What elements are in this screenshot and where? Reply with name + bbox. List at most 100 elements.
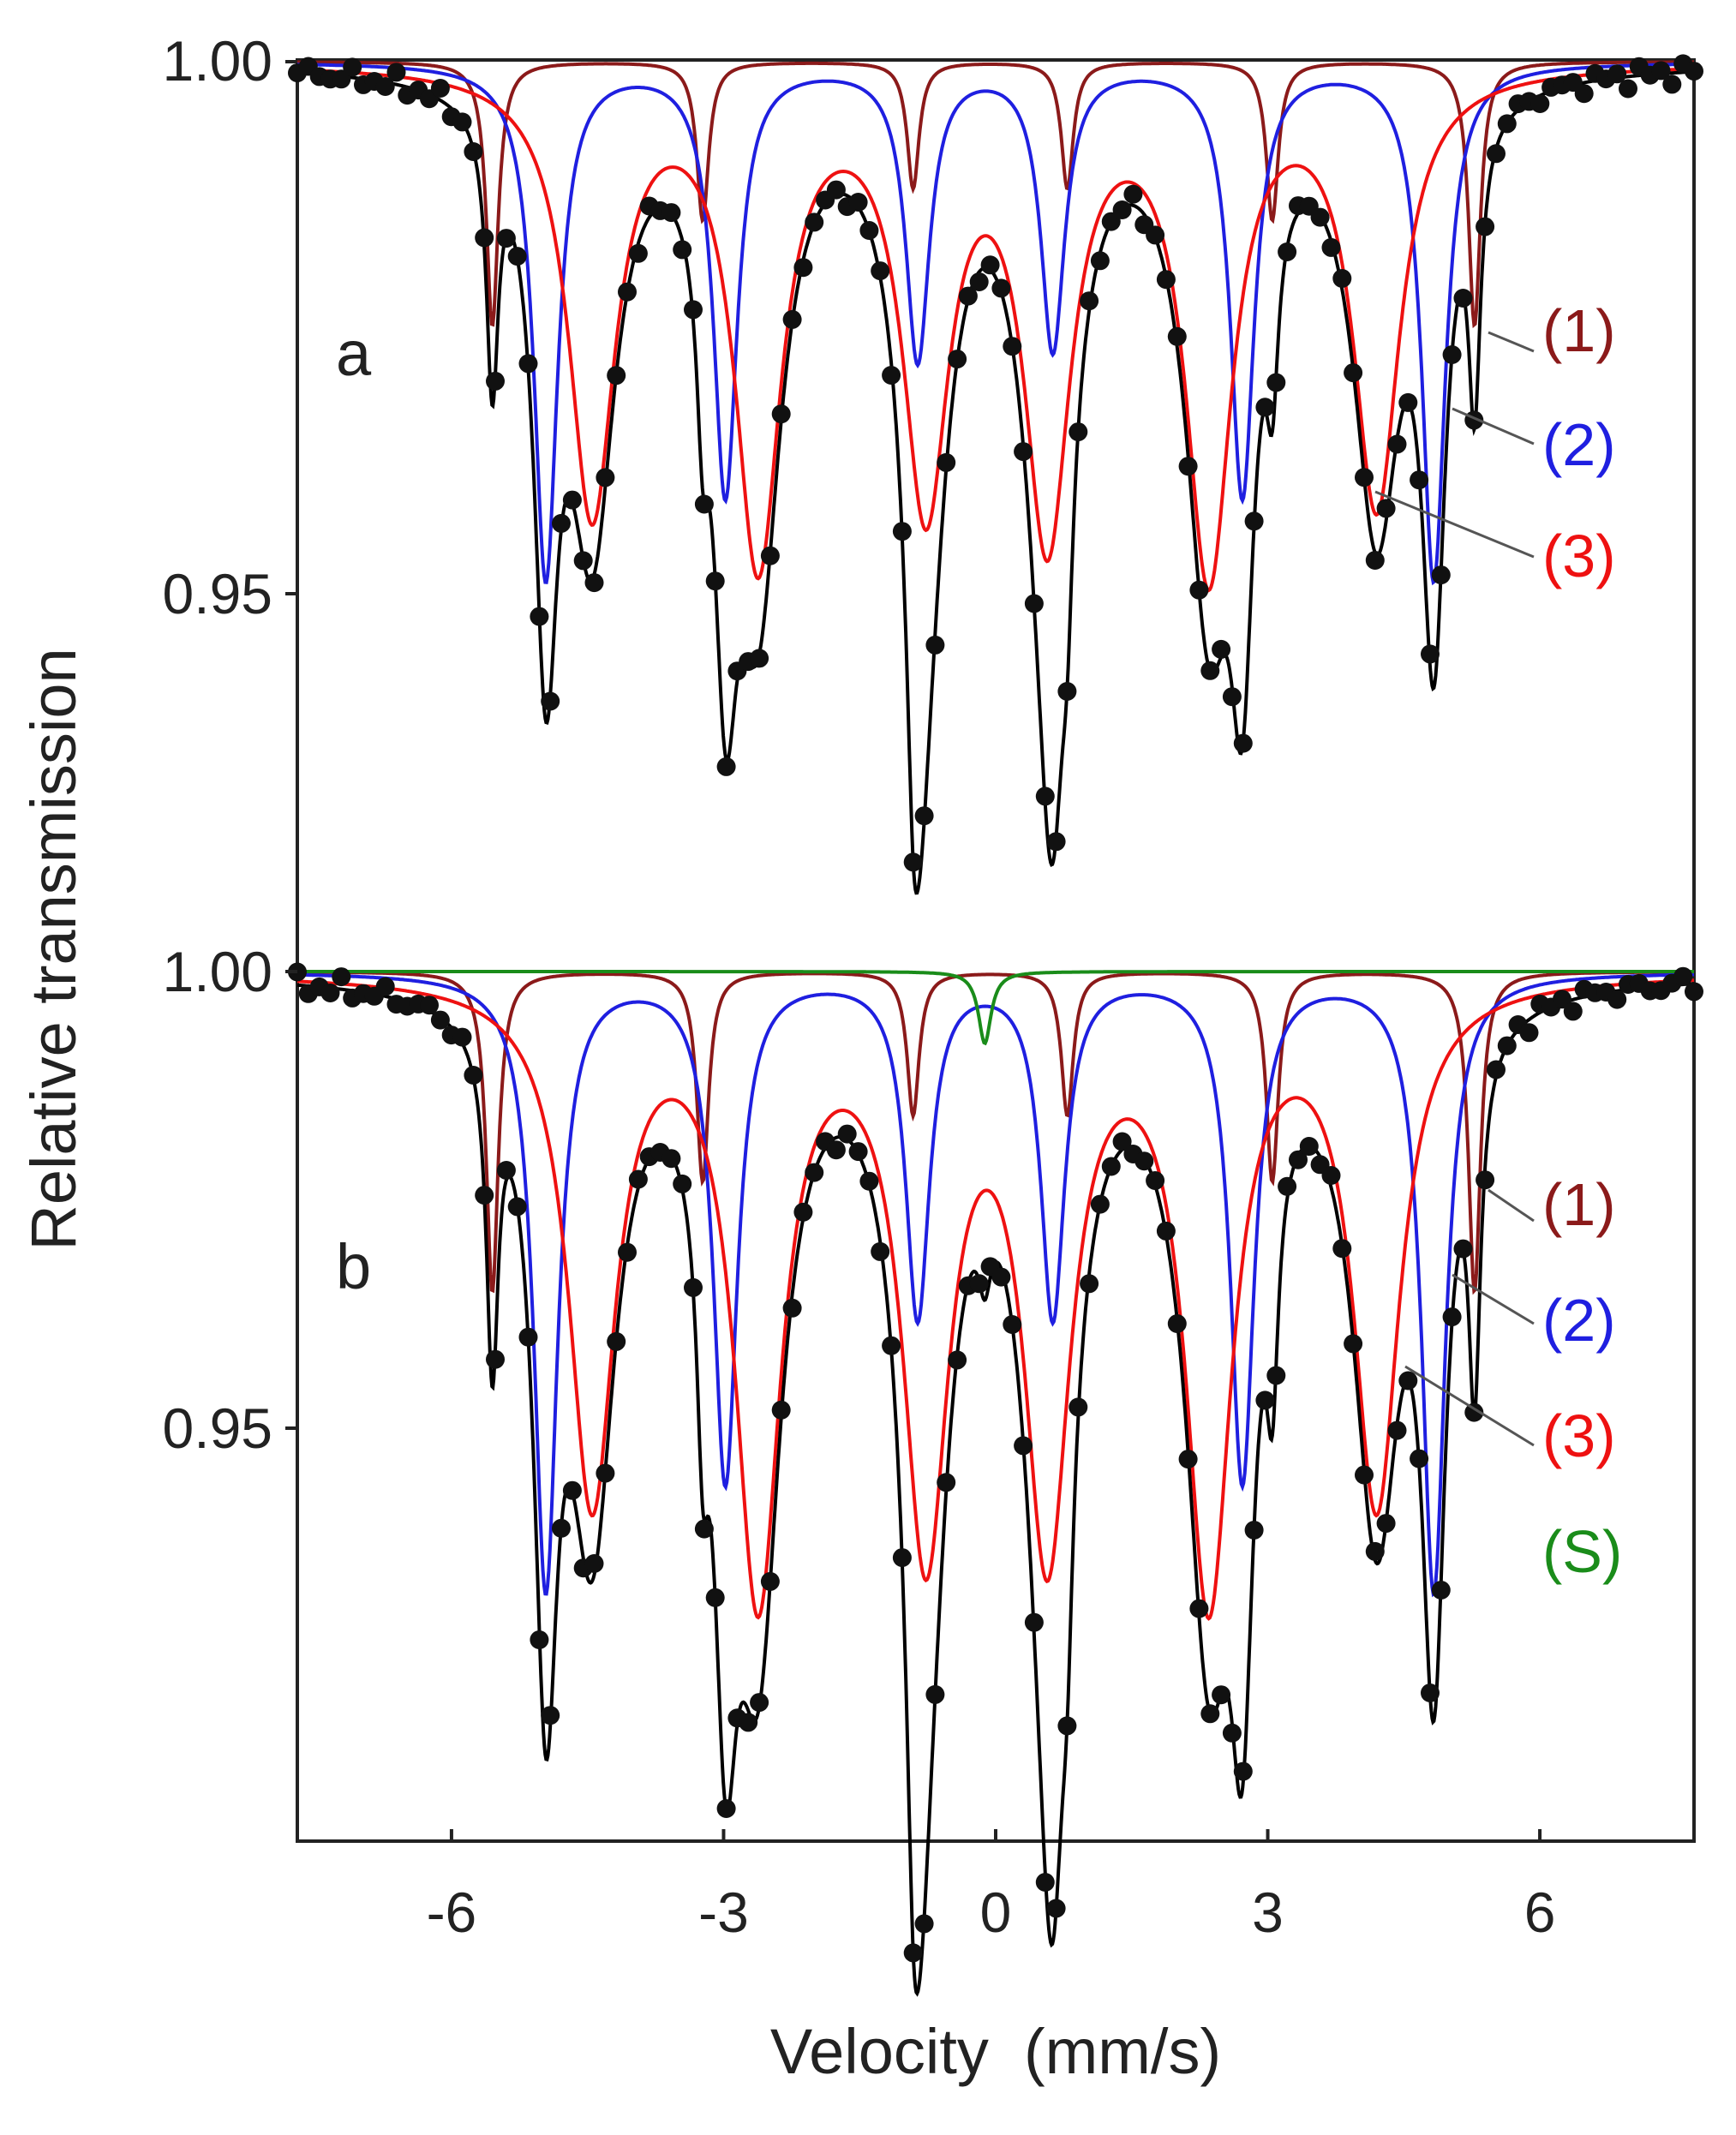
panel-a-data-point	[1212, 639, 1231, 659]
panel-b-data-point	[991, 1267, 1011, 1287]
panel-b-data-point	[541, 1706, 560, 1725]
panel-b-data-point	[661, 1149, 681, 1169]
panel-a-data-point	[673, 240, 692, 260]
panel-b-data-point	[562, 1480, 582, 1500]
panel-b-data-point	[1112, 1132, 1132, 1151]
panel-a-component-2-curve	[297, 62, 1694, 586]
panel-a-data-point	[980, 255, 1000, 275]
panel-a-data-point	[1530, 94, 1550, 113]
panel-a-data-point	[1255, 398, 1275, 417]
panel-a-data-point	[684, 300, 703, 320]
panel-a-data-point	[859, 221, 879, 240]
panel-b-data-point	[1563, 1002, 1583, 1021]
panel-a-data-point	[1146, 225, 1165, 245]
panel-b-data-point	[739, 1713, 758, 1732]
panel-b-data-point	[530, 1630, 549, 1649]
panel-a-data-point	[1476, 217, 1495, 236]
panel-a-data-point	[1310, 207, 1330, 227]
panel-b-data-point	[618, 1242, 637, 1262]
panel-a-data-point	[771, 404, 791, 424]
panel-a-data-point	[1421, 644, 1440, 664]
panel-b	[288, 962, 1703, 1997]
panel-a-data-point	[903, 852, 923, 872]
panel-a-data-point	[496, 229, 516, 248]
leader-line-a-2	[1452, 407, 1535, 446]
panel-a-data-point	[562, 490, 582, 510]
panel-label-a: a	[336, 318, 372, 389]
panel-a-data-point	[386, 63, 406, 82]
panel-b-component-2-curve	[297, 972, 1695, 1598]
panel-b-data-point	[1332, 1239, 1352, 1259]
panel-b-data-point	[1299, 1137, 1319, 1156]
panel-b-data-point	[837, 1124, 857, 1144]
panel-b-data-point	[1464, 1402, 1484, 1422]
panel-a-component-3-curve	[296, 67, 1694, 593]
panel-a-data-point	[1156, 270, 1176, 290]
panel-b-data-point	[1146, 1171, 1165, 1190]
panel-a-data-point	[552, 513, 571, 533]
panel-b-data-point	[596, 1463, 615, 1483]
panel-b-data-point	[1442, 1307, 1462, 1327]
panel-a-data-point	[375, 77, 395, 96]
panel-a-data-point	[958, 286, 978, 306]
panel-b-data-point	[914, 1914, 934, 1934]
panel-b-data-points	[288, 962, 1703, 1963]
panel-a-data-point	[760, 546, 780, 565]
panel-b-data-point	[607, 1331, 626, 1351]
panel-a	[288, 54, 1703, 895]
panel-a-data-point	[1662, 75, 1682, 94]
panel-a-data-point	[475, 228, 494, 248]
y-axis-title: Relative transmission	[18, 648, 89, 1250]
panel-a-data-points	[288, 54, 1703, 872]
panel-b-data-point	[1607, 990, 1627, 1009]
panel-a-data-point	[1453, 289, 1473, 308]
panel-b-data-point	[848, 1142, 868, 1162]
panel-b-data-point	[969, 1274, 989, 1294]
panel-b-data-point	[628, 1169, 648, 1189]
panel-b-data-point	[903, 1943, 923, 1963]
panel-a-data-point	[1178, 457, 1198, 476]
panel-b-data-point	[1178, 1450, 1198, 1469]
panel-a-data-point	[628, 243, 648, 263]
y-tick-label-b-top: 1.00	[163, 940, 272, 1003]
leader-line-a-3	[1374, 490, 1535, 559]
panel-a-data-point	[1497, 114, 1517, 134]
panel-a-data-point	[1607, 64, 1627, 84]
panel-a-data-point	[1355, 468, 1374, 487]
panel-a-data-point	[507, 247, 527, 266]
y-tick-label-b-mid: 0.95	[163, 1396, 272, 1460]
panel-b-data-point	[892, 1548, 912, 1568]
panel-a-data-point	[1003, 337, 1022, 356]
panel-a-data-point	[1487, 144, 1506, 164]
panel-b-data-point	[750, 1693, 769, 1713]
panel-a-data-point	[948, 350, 967, 369]
panel-a-data-point	[782, 309, 802, 329]
panel-b-data-point	[1222, 1723, 1242, 1743]
legend-label-b-2: (2)	[1542, 1287, 1616, 1354]
panel-a-data-point	[1410, 470, 1429, 490]
panel-b-data-point	[375, 977, 395, 996]
panel-b-data-point	[1398, 1371, 1418, 1390]
panel-b-data-point	[1255, 1390, 1275, 1410]
panel-b-data-point	[1376, 1514, 1396, 1534]
panel-a-data-point	[1651, 61, 1671, 81]
panel-a-data-point	[1112, 200, 1132, 219]
panel-b-data-point	[518, 1327, 538, 1347]
panel-a-data-point	[1431, 565, 1451, 585]
panel-b-data-point	[1167, 1314, 1187, 1333]
panel-a-data-point	[584, 573, 604, 593]
panel-a-data-point	[892, 522, 912, 541]
leader-line-b-1	[1488, 1188, 1535, 1223]
panel-b-data-point	[1453, 1239, 1473, 1259]
panel-b-data-point	[1519, 1023, 1539, 1043]
panel-b-data-point	[486, 1349, 505, 1369]
panel-a-data-point	[1200, 661, 1220, 680]
panel-b-data-point	[1090, 1194, 1110, 1214]
panel-a-data-point	[1332, 269, 1352, 288]
panel-b-data-point	[1289, 1150, 1308, 1169]
x-tick-label-0: 0	[980, 1881, 1012, 1944]
panel-b-data-point	[1344, 1334, 1363, 1354]
panel-b-data-point	[1003, 1315, 1022, 1334]
panel-b-component-S-curve	[297, 970, 1694, 1046]
panel-b-data-point	[1080, 1274, 1099, 1294]
